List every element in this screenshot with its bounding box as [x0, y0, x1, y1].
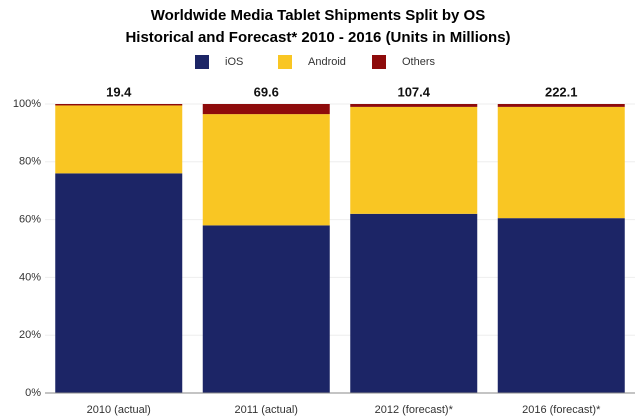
- chart-title: Worldwide Media Tablet Shipments Split b…: [151, 7, 485, 24]
- bar-segment: [202, 225, 330, 393]
- bar-segment: [350, 106, 478, 214]
- bar-segment: [497, 218, 625, 393]
- y-tick-label: 0%: [25, 387, 41, 399]
- total-label: 69.6: [254, 84, 279, 99]
- y-tick-label: 60%: [19, 214, 41, 226]
- bar-segment: [350, 213, 478, 393]
- legend-swatch: [278, 55, 292, 69]
- y-tick-label: 20%: [19, 329, 41, 341]
- y-tick-label: 100%: [13, 98, 41, 110]
- legend-label: Android: [308, 56, 346, 68]
- total-label: 222.1: [545, 84, 578, 99]
- x-tick-label: 2010 (actual): [87, 404, 151, 416]
- x-tick-label: 2012 (forecast)*: [375, 404, 454, 416]
- chart-subtitle: Historical and Forecast* 2010 - 2016 (Un…: [125, 29, 510, 46]
- y-tick-label: 40%: [19, 271, 41, 283]
- bar-segment: [497, 106, 625, 219]
- legend-label: iOS: [225, 56, 243, 68]
- bar-segment: [55, 173, 183, 393]
- bar-segment: [55, 105, 183, 174]
- legend-swatch: [195, 55, 209, 69]
- bar-segment: [497, 104, 625, 107]
- total-label: 19.4: [106, 84, 132, 99]
- total-label: 107.4: [397, 84, 430, 99]
- bar-segment: [350, 104, 478, 107]
- legend-label: Others: [402, 56, 436, 68]
- bar-segment: [202, 114, 330, 226]
- legend-swatch: [372, 55, 386, 69]
- bar-segment: [55, 104, 183, 106]
- y-tick-label: 80%: [19, 156, 41, 168]
- x-tick-label: 2011 (actual): [235, 404, 298, 416]
- x-tick-label: 2016 (forecast)*: [522, 404, 601, 416]
- bar-segment: [202, 104, 330, 115]
